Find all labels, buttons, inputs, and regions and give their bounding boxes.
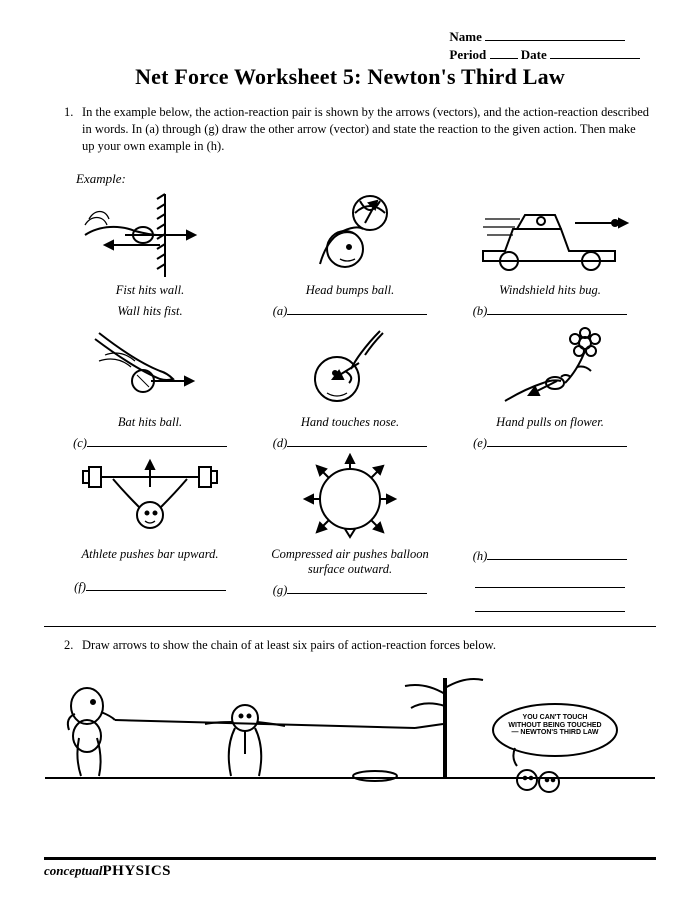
label-b: (b) [473,304,488,319]
cell-example: Fist hits wall. Wall hits fist. [58,189,242,319]
bubble-line-2: WITHOUT BEING TOUCHED [499,722,611,730]
blank-c[interactable] [87,436,227,447]
label-a: (a) [273,304,288,319]
fig-balloon [265,453,435,545]
date-blank[interactable] [550,46,640,58]
fig-h-blank[interactable] [465,453,635,545]
blank-a[interactable] [287,304,427,315]
fig-hand-flower [465,321,635,413]
q1-number: 1. [64,104,82,155]
question-2: 2. Draw arrows to show the chain of at l… [64,637,650,654]
cell-b: Windshield hits bug. (b) [458,189,642,319]
diagram-grid: Fist hits wall. Wall hits fist. Head bum… [58,189,642,613]
divider [44,626,656,627]
name-label: Name [449,29,482,44]
blank-b[interactable] [487,304,627,315]
brand-physics: PHYSICS [103,863,172,879]
answer-a[interactable]: (a) [258,304,442,319]
q2-number: 2. [64,637,82,654]
caption-ex-1: Fist hits wall. [116,283,184,298]
caption-a: Head bumps ball. [306,283,395,298]
cell-g: Compressed air pushes balloon surface ou… [258,453,442,612]
caption-d: Hand touches nose. [301,415,399,430]
cell-h: (h) [458,453,642,612]
period-blank[interactable] [490,46,518,58]
blank-h-1[interactable] [487,545,627,559]
fig-bat-ball [65,321,235,413]
caption-g: Compressed air pushes balloon surface ou… [258,547,442,577]
blank-d[interactable] [287,436,427,447]
page-title: Net Force Worksheet 5: Newton's Third La… [44,64,656,90]
footer: conceptualPHYSICS [44,857,656,880]
answer-h[interactable]: (h) [458,545,642,612]
period-label: Period [449,47,486,62]
header-fields: Name Period Date [449,28,640,63]
caption-f: Athlete pushes bar upward. [81,547,218,562]
answer-d[interactable]: (d) [258,436,442,451]
blank-h-3[interactable] [475,598,625,612]
speech-bubble-text: YOU CAN'T TOUCH WITHOUT BEING TOUCHED — … [499,714,611,737]
caption-b: Windshield hits bug. [499,283,601,298]
label-e: (e) [473,436,487,451]
cell-d: Hand touches nose. (d) [258,321,442,451]
name-line: Name [449,28,640,46]
bubble-line-1: YOU CAN'T TOUCH [499,714,611,722]
fig-athlete-bar [65,453,235,545]
cell-a: Head bumps ball. (a) [258,189,442,319]
fig-windshield-bug [465,189,635,281]
label-c: (c) [73,436,87,451]
caption-c: Bat hits ball. [118,415,182,430]
date-label: Date [521,47,547,62]
bubble-line-3: — NEWTON'S THIRD LAW [499,730,611,738]
question-1: 1. In the example below, the action-reac… [64,104,650,155]
label-h: (h) [473,549,488,564]
q2-text: Draw arrows to show the chain of at leas… [82,637,650,654]
period-date-line: Period Date [449,46,640,64]
caption-e: Hand pulls on flower. [496,415,604,430]
blank-g[interactable] [287,583,427,594]
answer-b[interactable]: (b) [458,304,642,319]
blank-e[interactable] [487,436,627,447]
fig-tug-of-war: YOU CAN'T TOUCH WITHOUT BEING TOUCHED — … [44,658,656,808]
name-blank[interactable] [485,29,625,41]
q1-text: In the example below, the action-reactio… [82,104,650,155]
caption-ex-2: Wall hits fist. [117,304,182,319]
footer-brand: conceptualPHYSICS [44,863,171,879]
fig-fist-wall [65,189,235,281]
answer-e[interactable]: (e) [458,436,642,451]
fig-hand-nose [265,321,435,413]
cell-e: Hand pulls on flower. (e) [458,321,642,451]
answer-f[interactable]: (f) [58,580,242,595]
label-d: (d) [273,436,288,451]
label-f: (f) [74,580,86,595]
label-g: (g) [273,583,288,598]
answer-g[interactable]: (g) [258,583,442,598]
cell-f: Athlete pushes bar upward. (f) [58,453,242,612]
blank-h-2[interactable] [475,574,625,588]
answer-c[interactable]: (c) [58,436,242,451]
brand-conceptual: conceptual [44,863,103,878]
cell-c: Bat hits ball. (c) [58,321,242,451]
fig-head-ball [265,189,435,281]
example-label: Example: [76,171,656,187]
blank-f[interactable] [86,580,226,591]
